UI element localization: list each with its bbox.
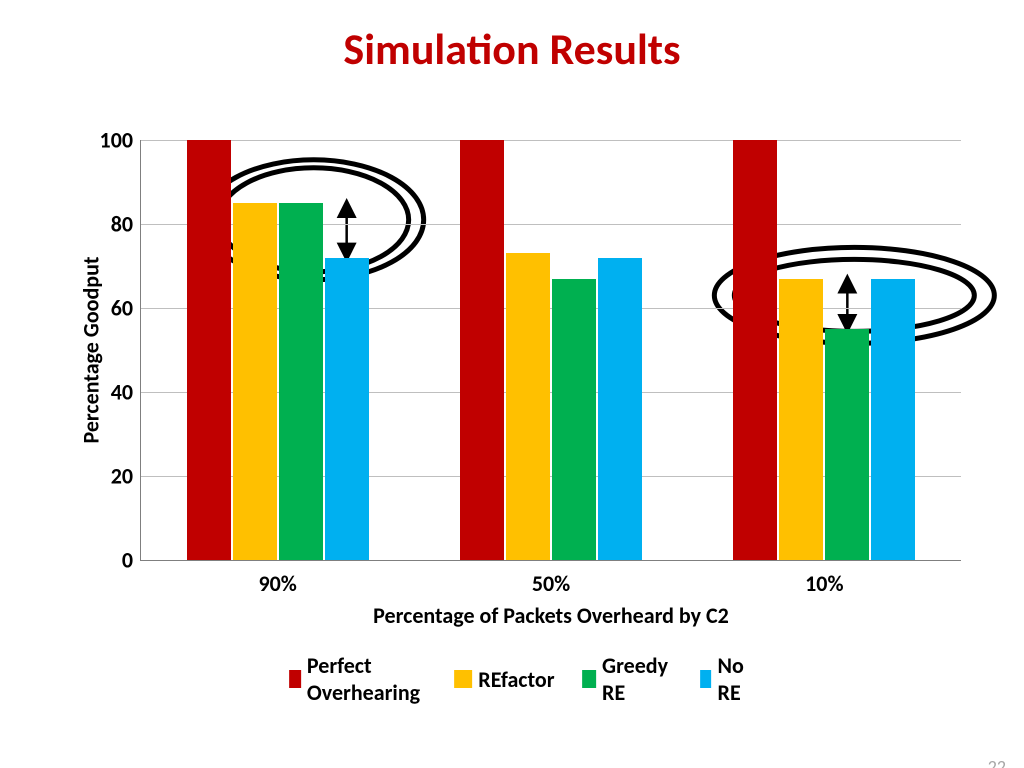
x-tick-label: 90% — [258, 560, 296, 597]
y-tick-label: 60 — [111, 295, 141, 322]
y-axis-label: Percentage Goodput — [78, 256, 105, 443]
page-number: 22 — [988, 756, 1006, 768]
legend: Perfect Overhearing REfactor Greedy RE No R… — [289, 652, 751, 706]
legend-item: No RE — [701, 652, 751, 706]
legend-label: Greedy RE — [602, 652, 672, 706]
bar — [460, 140, 504, 560]
chart-container: Percentage Goodput Percentage of Packets… — [70, 122, 970, 662]
bar — [871, 279, 915, 560]
bar — [779, 279, 823, 560]
plot-area: Percentage Goodput Percentage of Packets… — [140, 140, 961, 561]
legend-swatch — [454, 670, 472, 688]
bar — [598, 258, 642, 560]
legend-swatch — [701, 670, 712, 688]
bar — [279, 203, 323, 560]
y-tick-label: 20 — [111, 463, 141, 490]
bar — [552, 279, 596, 560]
legend-label: Perfect Overhearing — [307, 652, 426, 706]
legend-item: Perfect Overhearing — [289, 652, 426, 706]
y-tick-label: 40 — [111, 379, 141, 406]
x-axis-label: Percentage of Packets Overheard by C2 — [373, 602, 729, 629]
bar — [325, 258, 369, 560]
bar — [733, 140, 777, 560]
legend-label: REfactor — [478, 666, 554, 693]
bar — [187, 140, 231, 560]
legend-item: REfactor — [454, 666, 554, 693]
legend-item: Greedy RE — [583, 652, 673, 706]
bar — [506, 253, 550, 560]
bar — [825, 329, 869, 560]
y-tick-label: 100 — [100, 127, 141, 154]
legend-swatch — [583, 670, 596, 688]
y-tick-label: 0 — [122, 547, 141, 574]
legend-label: No RE — [718, 652, 751, 706]
grid-line — [141, 140, 961, 141]
bar — [233, 203, 277, 560]
legend-swatch — [289, 670, 301, 688]
x-tick-label: 10% — [805, 560, 843, 597]
y-tick-label: 80 — [111, 211, 141, 238]
slide-title: Simulation Results — [0, 22, 1024, 76]
x-tick-label: 50% — [532, 560, 570, 597]
